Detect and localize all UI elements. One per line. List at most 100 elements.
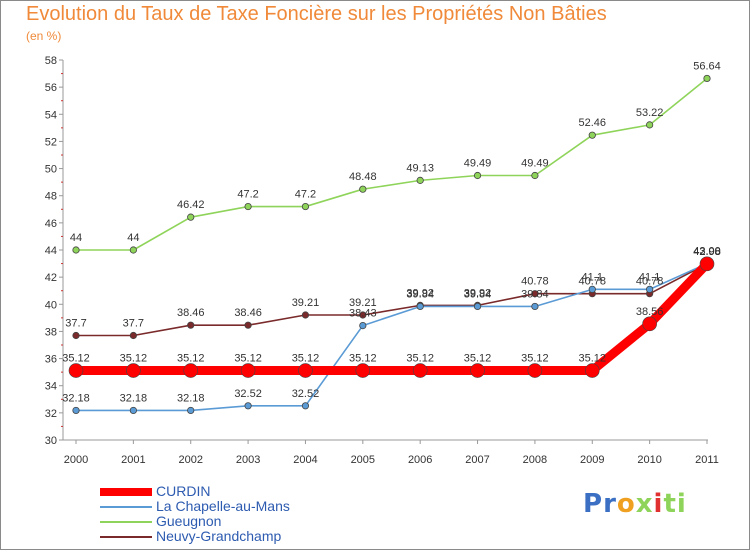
data-point — [187, 406, 195, 415]
data-label: 52.46 — [579, 117, 607, 129]
axes: 30 32 34 36 38 40 42 44 46 48 50 52 54 56 58 2000 2001 20… — [45, 55, 719, 466]
data-label: 35.12 — [62, 353, 90, 365]
legend-item: CURDIN — [100, 483, 360, 499]
x-tick-label: 2003 — [236, 454, 260, 466]
y-tick-label: 54 — [45, 109, 57, 121]
data-point — [531, 290, 539, 298]
y-tick-label: 58 — [45, 55, 57, 67]
legend: CURDIN La Chapelle-au-Mans Gueugnon Neuvy-G… — [100, 483, 360, 544]
data-point — [473, 171, 482, 180]
data-label: 49.49 — [521, 157, 549, 169]
legend-swatch — [100, 488, 152, 496]
data-point — [244, 202, 252, 211]
x-tick-label: 2007 — [465, 454, 489, 466]
series-line — [76, 77, 708, 251]
data-label: 35.12 — [464, 353, 492, 365]
data-point — [298, 363, 313, 378]
data-point — [359, 321, 367, 330]
data-label: 32.18 — [62, 392, 90, 404]
data-point — [531, 171, 539, 180]
y-tick-label: 56 — [45, 82, 57, 94]
x-tick-label: 2009 — [580, 454, 604, 466]
y-tick-label: 32 — [45, 408, 57, 420]
data-label: 39.21 — [349, 297, 377, 309]
data-point — [244, 321, 252, 329]
data-point — [646, 285, 654, 293]
data-point — [646, 121, 654, 129]
data-label: 40.78 — [636, 276, 664, 288]
y-tick-label: 42 — [45, 272, 57, 284]
legend-swatch — [100, 536, 152, 538]
legend-item: Gueugnon — [100, 513, 360, 529]
data-point — [584, 363, 600, 378]
data-point — [244, 402, 252, 410]
data-label: 39.84 — [521, 288, 549, 300]
chart-title: Evolution du Taux de Taxe Foncière sur l… — [26, 3, 607, 25]
y-tick-label: 46 — [45, 218, 57, 230]
data-point — [473, 302, 482, 311]
legend-label: Neuvy-Grandchamp — [156, 528, 282, 544]
data-point — [416, 176, 424, 184]
logo-letter: i — [653, 489, 664, 519]
y-tick-label: 50 — [45, 164, 57, 176]
data-label: 35.12 — [349, 353, 377, 365]
data-label: 38.56 — [636, 306, 664, 318]
data-point — [129, 406, 137, 415]
data-label: 39.84 — [406, 288, 434, 300]
legend-label: CURDIN — [156, 483, 211, 499]
logo-letter: i — [676, 489, 687, 519]
data-label: 43.00 — [693, 246, 721, 258]
logo-letter: P — [583, 489, 604, 519]
data-label: 47.2 — [237, 189, 258, 201]
data-label: 38.43 — [349, 308, 377, 320]
data-point — [187, 321, 195, 329]
logo-letter: x — [635, 489, 654, 519]
x-tick-label: 2011 — [695, 454, 719, 466]
data-label: 46.42 — [177, 199, 205, 211]
series-la-chapelle-au-mans — [72, 259, 711, 415]
data-point — [68, 363, 84, 378]
data-point — [703, 74, 711, 83]
logo-letter: r — [603, 489, 617, 519]
data-point — [301, 402, 310, 410]
data-point — [72, 331, 80, 340]
data-point — [527, 363, 543, 378]
data-label: 35.12 — [177, 353, 205, 365]
x-tick-label: 2008 — [523, 454, 547, 466]
data-point — [531, 302, 539, 311]
data-label: 35.12 — [521, 353, 549, 365]
data-label: 47.2 — [295, 189, 316, 201]
data-label: 48.48 — [349, 171, 377, 183]
data-label: 53.22 — [636, 107, 664, 119]
data-point — [412, 363, 428, 378]
data-label: 41.1 — [639, 271, 660, 283]
y-tick-label: 52 — [45, 136, 57, 148]
data-point — [588, 285, 596, 293]
legend-item: La Chapelle-au-Mans — [100, 498, 360, 514]
data-label: 37.7 — [65, 318, 86, 330]
data-label: 42.98 — [693, 246, 721, 258]
y-tick-label: 36 — [45, 354, 57, 366]
data-label: 39.84 — [464, 288, 492, 300]
data-label: 35.12 — [292, 353, 320, 365]
data-label: 38.46 — [234, 307, 262, 319]
data-point — [470, 363, 485, 378]
data-point — [588, 131, 596, 139]
data-point — [72, 406, 80, 415]
data-label: 44 — [70, 232, 82, 244]
legend-item: Neuvy-Grandchamp — [100, 528, 360, 544]
data-label: 32.18 — [177, 392, 205, 404]
series-gueugnon — [72, 74, 711, 254]
data-label: 49.49 — [464, 157, 492, 169]
data-label: 35.12 — [406, 353, 434, 365]
legend-label: La Chapelle-au-Mans — [156, 498, 290, 514]
data-point — [187, 213, 195, 221]
legend-swatch — [100, 506, 152, 508]
x-tick-label: 2002 — [178, 454, 202, 466]
data-label: 39.92 — [406, 287, 434, 299]
y-tick-label: 30 — [45, 435, 57, 447]
data-label: 38.46 — [177, 307, 205, 319]
data-label: 39.92 — [464, 287, 492, 299]
data-label: 42.98 — [693, 246, 721, 258]
